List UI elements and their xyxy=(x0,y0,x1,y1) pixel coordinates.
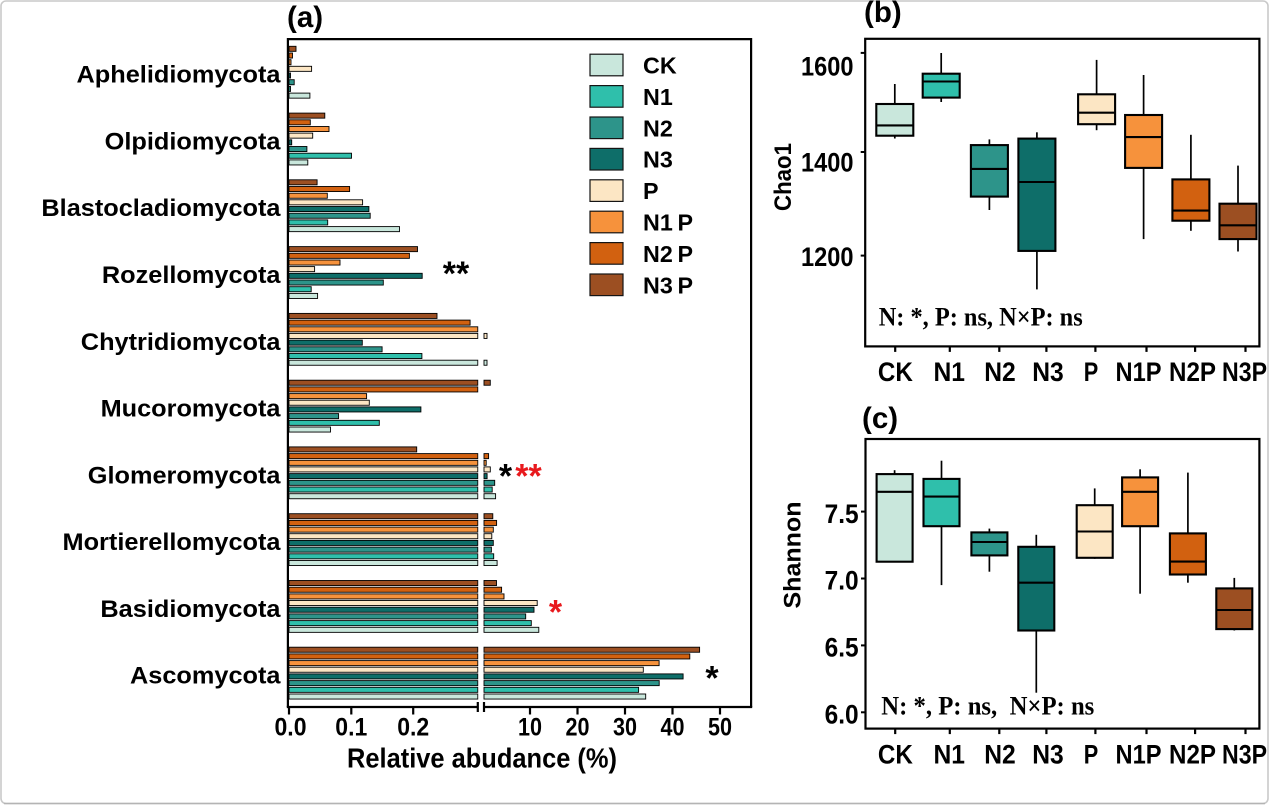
svg-text:0.1: 0.1 xyxy=(335,714,367,742)
svg-text:20: 20 xyxy=(566,714,590,742)
svg-text:P: P xyxy=(1084,740,1099,770)
svg-text:Chytridiomycota: Chytridiomycota xyxy=(81,329,281,356)
svg-text:CK: CK xyxy=(878,740,913,770)
svg-text:N2: N2 xyxy=(984,740,1016,770)
svg-text:Relative abudance (%): Relative abudance (%) xyxy=(347,743,617,774)
svg-text:N1: N1 xyxy=(933,357,965,387)
svg-text:P: P xyxy=(1084,357,1099,387)
svg-text:1400: 1400 xyxy=(801,148,854,178)
svg-text:CK: CK xyxy=(643,53,677,79)
svg-text:0.2: 0.2 xyxy=(397,714,429,742)
svg-text:N3: N3 xyxy=(643,147,673,173)
svg-text:N: *, P: ns, N×P: ns: N: *, P: ns, N×P: ns xyxy=(879,303,1083,332)
svg-text:Basidiomycota: Basidiomycota xyxy=(100,596,280,623)
svg-text:N3: N3 xyxy=(1032,740,1064,770)
svg-text:N2P: N2P xyxy=(1169,740,1216,770)
svg-text:Mucoromycota: Mucoromycota xyxy=(101,396,281,423)
svg-text:10: 10 xyxy=(518,714,542,742)
svg-text:Rozellomycota: Rozellomycota xyxy=(102,262,281,289)
svg-text:6.5: 6.5 xyxy=(825,633,859,663)
svg-text:N1: N1 xyxy=(933,740,965,770)
svg-text:(c): (c) xyxy=(862,402,898,435)
svg-text:N2 P: N2 P xyxy=(643,241,693,267)
svg-text:Glomeromycota: Glomeromycota xyxy=(88,462,281,489)
svg-text:N1 P: N1 P xyxy=(643,210,693,236)
svg-text:N3: N3 xyxy=(1032,357,1064,387)
svg-text:CK: CK xyxy=(878,357,913,387)
svg-text:40: 40 xyxy=(661,714,685,742)
svg-text:Mortierellomycota: Mortierellomycota xyxy=(63,529,281,556)
svg-text:N2P: N2P xyxy=(1169,357,1216,387)
svg-text:N3 P: N3 P xyxy=(643,272,693,298)
svg-text:*: * xyxy=(499,457,513,495)
svg-text:N3P: N3P xyxy=(1222,740,1267,770)
svg-text:7.0: 7.0 xyxy=(825,566,859,596)
svg-text:7.5: 7.5 xyxy=(825,499,859,529)
svg-text:Chao1: Chao1 xyxy=(770,143,797,211)
svg-text:*: * xyxy=(549,593,563,631)
svg-text:Blastocladiomycota: Blastocladiomycota xyxy=(41,195,280,222)
svg-text:0.0: 0.0 xyxy=(275,714,307,742)
svg-text:N2: N2 xyxy=(643,115,673,141)
svg-text:(a): (a) xyxy=(287,1,323,34)
svg-text:P: P xyxy=(643,178,659,204)
svg-text:Ascomycota: Ascomycota xyxy=(130,663,281,690)
svg-text:Olpidiomycota: Olpidiomycota xyxy=(105,129,281,156)
svg-text:1200: 1200 xyxy=(801,242,854,272)
svg-text:(b): (b) xyxy=(864,0,902,29)
svg-text:6.0: 6.0 xyxy=(825,700,859,730)
svg-text:**: ** xyxy=(443,255,470,293)
svg-text:N3P: N3P xyxy=(1222,357,1267,387)
svg-text:30: 30 xyxy=(613,714,637,742)
svg-text:N1: N1 xyxy=(643,84,673,110)
svg-text:Shannon: Shannon xyxy=(780,502,807,609)
svg-text:Aphelidiomycota: Aphelidiomycota xyxy=(77,62,281,89)
svg-text:N1P: N1P xyxy=(1116,740,1162,770)
svg-text:N: *, P: ns, N×P: ns: N: *, P: ns, N×P: ns xyxy=(881,692,1094,721)
svg-text:*: * xyxy=(705,659,719,697)
svg-text:**: ** xyxy=(515,457,542,495)
svg-text:1600: 1600 xyxy=(801,52,854,82)
svg-text:N2: N2 xyxy=(984,357,1016,387)
svg-text:N1P: N1P xyxy=(1116,357,1162,387)
svg-text:50: 50 xyxy=(708,714,732,742)
